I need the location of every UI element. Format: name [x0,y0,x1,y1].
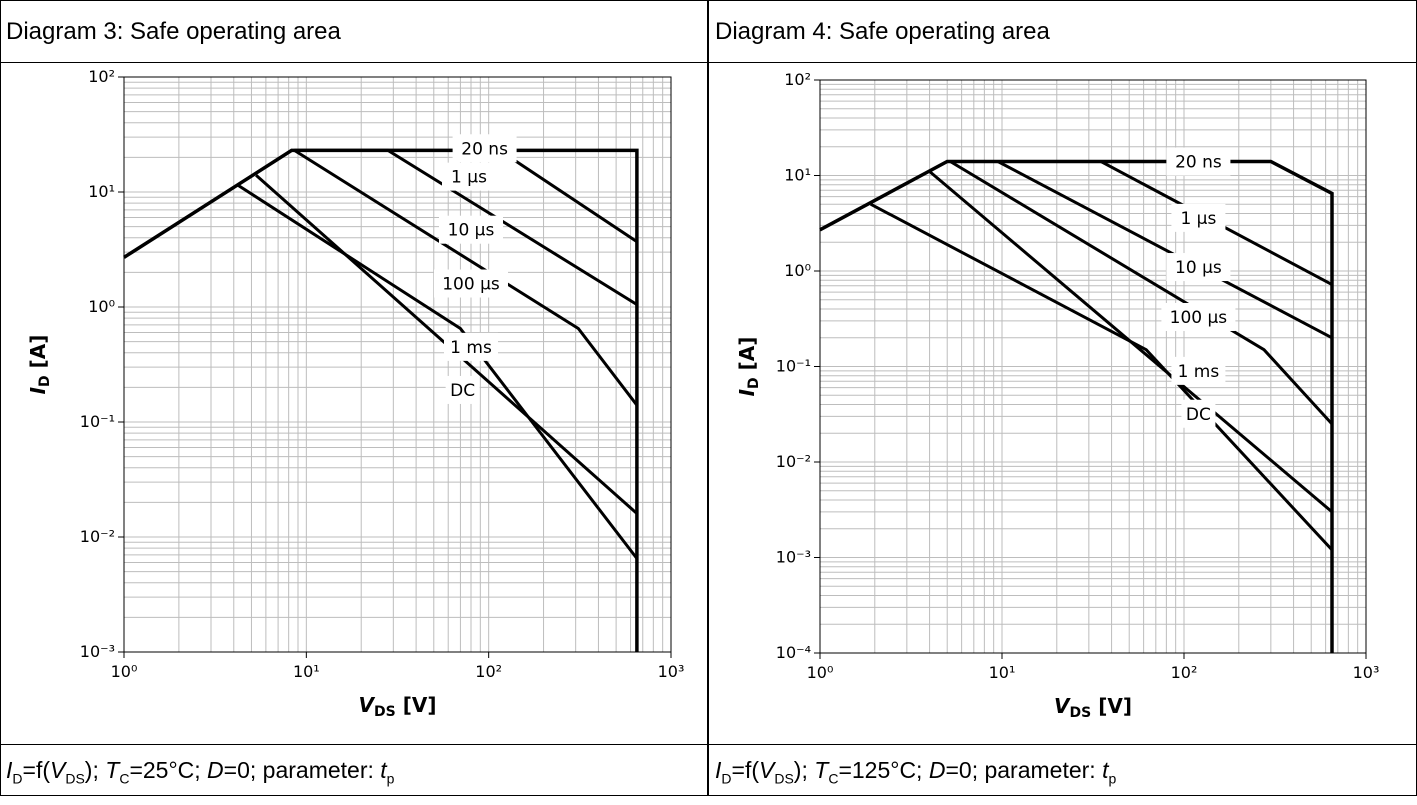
plot-area-border [819,79,1367,654]
y-tick-label: 10⁻¹ [80,412,115,431]
series-label-box [452,134,517,163]
cap-t2: ); [84,757,106,783]
cap-i2: V [759,757,775,783]
y-tick-label: 10² [784,70,811,89]
cap-t4: =0; parameter: [223,757,381,783]
y-tick-label: 10¹ [88,182,115,201]
series-line-10-us [950,160,1333,340]
series-label: 20 ns [1175,153,1222,173]
diagram-3-title: Diagram 3: Safe operating area [6,18,341,45]
series-label-box [1166,253,1231,282]
x-tick-label: 10³ [1353,663,1380,682]
series-label: 10 µs [1175,258,1222,278]
series-label: 20 ns [461,139,508,159]
grid [820,80,1366,653]
x-axis-label: VDS [V] [1054,694,1132,721]
y-tick-label: 10⁻⁴ [776,643,811,662]
cap-t3: =125°C; [838,757,929,783]
soa-chart-25c: 10⁰ 10¹ 10² 10³ 10⁻³ 10⁻² 10⁻¹ 10⁰ 10¹ 10² VDS [V]… [26,67,685,720]
cap-t4: =0; parameter: [945,757,1103,783]
series-label: 100 µs [442,275,500,295]
series-label: 1 ms [450,338,492,358]
series-label-box [433,269,508,298]
cap-i3: T [105,757,120,783]
cap-i4: D [207,757,224,783]
series-label: DC [450,381,475,401]
cap-t2: ); [793,757,815,783]
cap-s2: DS [65,770,85,787]
grid [124,77,671,652]
title-rule [0,62,1417,63]
cap-i5: t [1102,757,1109,783]
cap-i2: V [50,757,66,783]
cap-t1: =f( [731,757,759,783]
x-tick-label: 10¹ [989,663,1016,682]
y-tick-label: 10⁻² [80,527,115,546]
y-axis-label: ID [A] [26,335,53,395]
series-label: 1 µs [451,168,487,188]
series-line-100-us [293,149,639,407]
y-tick-label: 10⁰ [88,297,115,316]
cap-i3: T [814,757,829,783]
panel-divider [707,0,709,796]
series-label: 100 µs [1170,308,1228,328]
cap-s2: DS [774,770,794,787]
cap-i1: I [715,757,722,783]
diagram-4-title: Diagram 4: Safe operating area [715,18,1050,45]
y-tick-label: 10⁻³ [776,548,811,567]
cap-t3: =25°C; [129,757,208,783]
series-label-box [1171,203,1226,232]
cap-i4: D [928,757,946,783]
series-label: DC [1186,405,1211,425]
series-line-20-ns [123,148,639,652]
y-tick-label: 10⁻² [776,452,811,471]
y-tick-label: 10² [88,67,115,86]
series-label-box [1181,399,1216,428]
diagram-3-caption: ID=f(VDS); TC=25°C; D=0; parameter: tp [0,745,707,796]
cap-s1: D [12,770,23,787]
x-tick-label: 10¹ [293,662,320,681]
series-label: 10 µs [448,221,495,241]
cap-s1: D [721,770,732,787]
cap-s3: C [119,770,130,787]
cap-i1: I [6,757,13,783]
series-label-box [1171,356,1226,385]
cap-s3: C [828,770,839,787]
series-line-DC [236,183,639,560]
series-label: 1 µs [1180,209,1216,229]
x-tick-label: 10⁰ [807,663,834,682]
y-tick-label: 10⁰ [784,261,811,280]
y-axis-label: ID [A] [735,337,762,397]
y-tick-label: 10⁻¹ [776,357,811,376]
series-line-20-ns [819,159,1334,653]
series-label-box [443,332,498,361]
series-label-box [1166,147,1231,176]
x-tick-label: 10² [475,662,502,681]
series-line-10-us [294,148,638,306]
y-tick-label: 10¹ [784,166,811,185]
cap-s5: p [386,770,395,787]
series-line-100-us [949,160,1334,426]
x-tick-label: 10³ [658,662,685,681]
cap-s5: p [1108,770,1117,787]
x-axis-label: VDS [V] [359,693,437,720]
series-line-DC [869,202,1334,551]
series-label-box [445,375,480,404]
y-tick-label: 10⁻³ [80,642,115,661]
series-label-box [1161,302,1236,331]
x-tick-label: 10⁰ [111,662,138,681]
cap-i5: t [380,757,387,783]
cap-t1: =f( [22,757,50,783]
soa-chart-125c: 10⁰ 10¹ 10² 10³ 10⁻⁴ 10⁻³ 10⁻² 10⁻¹ 10⁰ 10¹ 10² VDS… [735,70,1380,721]
series-label: 1 ms [1178,362,1220,382]
caption-rule [0,744,1417,745]
diagram-4-caption: ID=f(VDS); TC=125°C; D=0; parameter: tp [709,745,1417,796]
series-label-box [438,215,503,244]
plot-area-border [123,76,672,653]
series-label-box [441,162,496,191]
x-tick-label: 10² [1171,663,1198,682]
